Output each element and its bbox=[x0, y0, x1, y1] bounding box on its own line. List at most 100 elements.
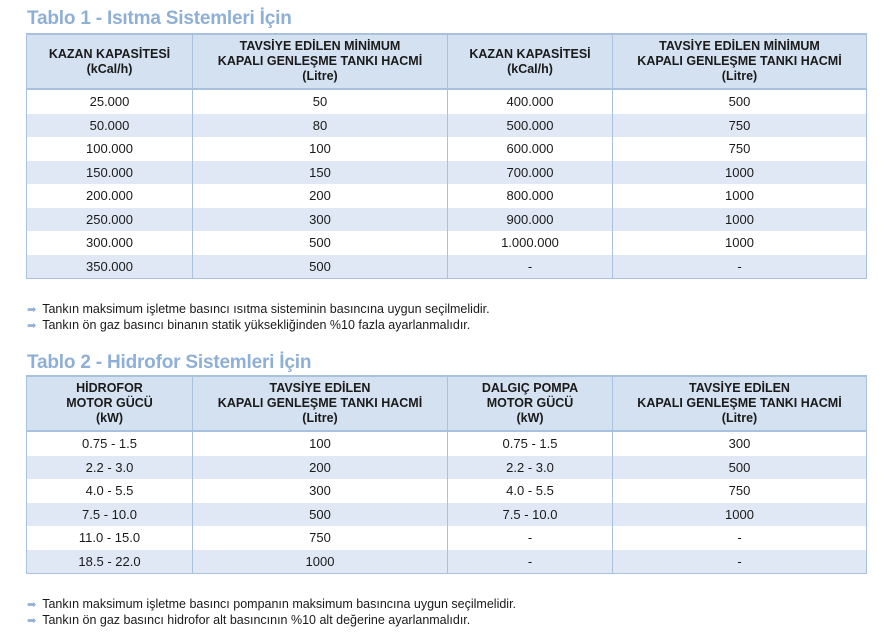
table-cell: 2.2 - 3.0 bbox=[447, 455, 613, 479]
header-line: TAVSİYE EDİLEN MİNİMUM bbox=[659, 39, 820, 53]
column-header: TAVSİYE EDİLEN KAPALI GENLEŞME TANKI HACM… bbox=[192, 375, 448, 432]
header-line: KAPALI GENLEŞME TANKI HACMİ bbox=[637, 396, 842, 410]
table-cell: 100 bbox=[192, 431, 448, 456]
table-row: 150.000 150 700.000 1000 bbox=[26, 160, 867, 184]
table-row: 300.000 500 1.000.000 1000 bbox=[26, 231, 867, 255]
table-cell: 80 bbox=[192, 113, 448, 137]
table-cell: 500 bbox=[612, 455, 867, 479]
note-text: Tankın ön gaz basıncı hidrofor alt basın… bbox=[42, 613, 471, 627]
table-row: 50.000 80 500.000 750 bbox=[26, 113, 867, 137]
table-row: 2.2 - 3.0 200 2.2 - 3.0 500 bbox=[26, 455, 867, 479]
table1-title: Tablo 1 - Isıtma Sistemleri İçin bbox=[27, 8, 292, 29]
table-cell: - bbox=[612, 549, 867, 574]
table-cell: 300 bbox=[612, 431, 867, 456]
table-cell: 600.000 bbox=[447, 137, 613, 161]
table-cell: - bbox=[612, 526, 867, 550]
note-item: ➡ Tankın maksimum işletme basıncı ısıtma … bbox=[27, 302, 490, 316]
table-cell: 750 bbox=[612, 137, 867, 161]
column-header: HİDROFOR MOTOR GÜCÜ (kW) bbox=[26, 375, 193, 432]
note-text: Tankın maksimum işletme basıncı pompanın… bbox=[42, 597, 517, 611]
header-line: (Litre) bbox=[721, 69, 758, 83]
table-cell: 25.000 bbox=[26, 89, 193, 114]
table-cell: 7.5 - 10.0 bbox=[26, 502, 193, 526]
table-row: 100.000 100 600.000 750 bbox=[26, 137, 867, 161]
table-cell: 18.5 - 22.0 bbox=[26, 549, 193, 574]
table-row: 250.000 300 900.000 1000 bbox=[26, 207, 867, 231]
header-line: (kW) bbox=[516, 411, 544, 425]
note-item: ➡ Tankın ön gaz basıncı hidrofor alt bası… bbox=[27, 613, 470, 627]
table-cell: 250.000 bbox=[26, 207, 193, 231]
table-cell: 750 bbox=[612, 479, 867, 503]
header-line: (Litre) bbox=[302, 411, 338, 425]
table-cell: 750 bbox=[612, 113, 867, 137]
table-cell: 200 bbox=[192, 184, 448, 208]
table-cell: 150 bbox=[192, 160, 448, 184]
header-line: KAPALI GENLEŞME TANKI HACMİ bbox=[217, 396, 423, 410]
note-text: Tankın maksimum işletme basıncı ısıtma s… bbox=[42, 302, 490, 316]
header-line: TAVSİYE EDİLEN bbox=[269, 381, 371, 395]
note-text: Tankın ön gaz basıncı binanın statik yük… bbox=[42, 318, 471, 332]
header-line: KAZAN KAPASİTESİ bbox=[48, 46, 171, 61]
table-row: 4.0 - 5.5 300 4.0 - 5.5 750 bbox=[26, 479, 867, 503]
table-cell: - bbox=[447, 254, 613, 279]
table-cell: 1000 bbox=[612, 160, 867, 184]
table-row: 18.5 - 22.0 1000- - bbox=[26, 549, 867, 574]
table-cell: 7.5 - 10.0 bbox=[447, 502, 613, 526]
table-cell: 300.000 bbox=[26, 231, 193, 255]
table-cell: 300 bbox=[192, 207, 448, 231]
table-cell: 100.000 bbox=[26, 137, 193, 161]
header-line: HİDROFOR bbox=[76, 381, 143, 395]
column-header: TAVSİYE EDİLEN MİNİMUM KAPALI GENLEŞME TA… bbox=[612, 33, 867, 90]
table-cell: 200.000 bbox=[26, 184, 193, 208]
table-row: 25.000 50 400.000 500 bbox=[26, 89, 867, 114]
header-line: MOTOR GÜCÜ bbox=[66, 396, 153, 410]
table-cell: 1000 bbox=[612, 184, 867, 208]
table-cell: 700.000 bbox=[447, 160, 613, 184]
table-cell: 500.000 bbox=[447, 113, 613, 137]
table-cell: 500 bbox=[612, 89, 867, 114]
table-cell: - bbox=[612, 254, 867, 279]
table-cell: 300 bbox=[192, 479, 448, 503]
table-cell: 1000 bbox=[192, 549, 448, 574]
arrow-right-icon: ➡ bbox=[27, 303, 37, 316]
table-row: 7.5 - 10.0 500 7.5 - 10.0 1000 bbox=[26, 502, 867, 526]
table-cell: - bbox=[447, 526, 613, 550]
table-cell: 0.75 - 1.5 bbox=[26, 431, 193, 456]
table-cell: 750 bbox=[192, 526, 448, 550]
header-line: MOTOR GÜCÜ bbox=[486, 396, 574, 410]
column-header: KAZAN KAPASİTESİ (kCal/h) bbox=[447, 33, 613, 90]
table-cell: 1000 bbox=[612, 231, 867, 255]
header-line: KAPALI GENLEŞME TANKI HACMİ bbox=[637, 54, 842, 68]
header-line: (kCal/h) bbox=[86, 61, 133, 76]
table2: HİDROFOR MOTOR GÜCÜ (kW) TAVSİYE EDİLEN KAPA… bbox=[26, 375, 867, 574]
table-cell: 1.000.000 bbox=[447, 231, 613, 255]
table1: KAZAN KAPASİTESİ (kCal/h) TAVSİYE EDİLEN M… bbox=[26, 33, 867, 279]
table-row: 0.75 - 1.5 100 0.75 - 1.5 300 bbox=[26, 431, 867, 456]
header-line: TAVSİYE EDİLEN bbox=[689, 381, 790, 395]
table-cell: 2.2 - 3.0 bbox=[26, 455, 193, 479]
table-cell: 150.000 bbox=[26, 160, 193, 184]
table-cell: 1000 bbox=[612, 207, 867, 231]
column-header: TAVSİYE EDİLEN MİNİMUM KAPALI GENLEŞME TA… bbox=[192, 33, 448, 90]
header-line: KAZAN KAPASİTESİ bbox=[469, 46, 591, 61]
note-item: ➡ Tankın ön gaz basıncı binanın statik yü… bbox=[27, 318, 470, 332]
table-cell: 4.0 - 5.5 bbox=[26, 479, 193, 503]
header-line: DALGIÇ POMPA bbox=[481, 381, 579, 395]
table-row: 200.000 200 800.000 1000 bbox=[26, 184, 867, 208]
note-item: ➡ Tankın maksimum işletme basıncı pompanı… bbox=[27, 597, 516, 611]
table-cell: 4.0 - 5.5 bbox=[447, 479, 613, 503]
header-line: TAVSİYE EDİLEN MİNİMUM bbox=[239, 39, 401, 53]
header-line: (kCal/h) bbox=[507, 61, 553, 76]
arrow-right-icon: ➡ bbox=[27, 598, 37, 611]
header-line: (Litre) bbox=[721, 411, 758, 425]
table-cell: 11.0 - 15.0 bbox=[26, 526, 193, 550]
arrow-right-icon: ➡ bbox=[27, 614, 37, 627]
table-cell: 400.000 bbox=[447, 89, 613, 114]
table-row: 350.000 500- - bbox=[26, 254, 867, 279]
header-line: KAPALI GENLEŞME TANKI HACMİ bbox=[217, 54, 423, 68]
table-cell: - bbox=[447, 549, 613, 574]
table-cell: 350.000 bbox=[26, 254, 193, 279]
table-cell: 800.000 bbox=[447, 184, 613, 208]
table-cell: 500 bbox=[192, 502, 448, 526]
table-cell: 0.75 - 1.5 bbox=[447, 431, 613, 456]
